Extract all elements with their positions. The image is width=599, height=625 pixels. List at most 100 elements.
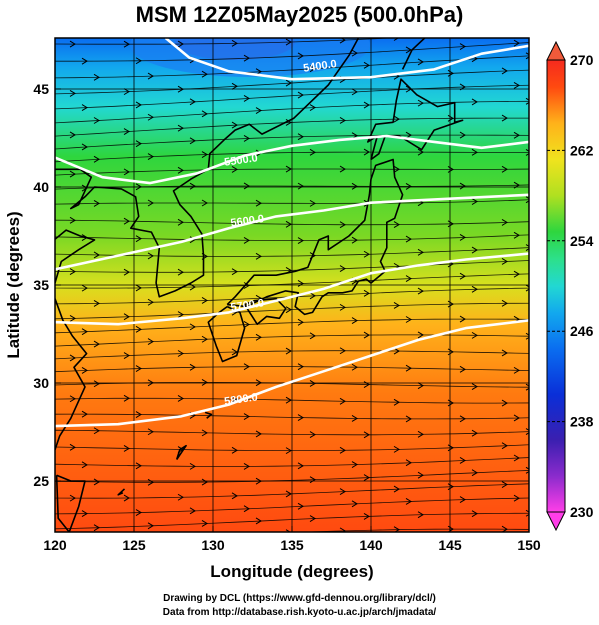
wind-arrowhead — [69, 40, 76, 48]
x-tick-label: 125 — [122, 537, 146, 553]
wind-arrowhead — [201, 520, 208, 527]
wind-arrowhead — [81, 510, 88, 518]
x-tick-label: 120 — [43, 537, 67, 553]
x-axis-ticks: 120 125 130 135 140 145 150 — [43, 526, 541, 553]
wind-arrowhead — [459, 233, 466, 241]
wind-arrowhead — [178, 534, 183, 540]
wind-arrowhead — [147, 522, 154, 530]
wind-arrowhead — [69, 395, 76, 403]
wind-arrowhead — [231, 219, 238, 227]
wind-arrowhead — [417, 58, 424, 66]
wind-arrowhead — [309, 292, 316, 300]
wind-arrowhead — [525, 284, 529, 292]
streamline — [55, 38, 397, 45]
wind-arrowhead — [363, 512, 370, 520]
wind-arrowhead — [243, 236, 250, 244]
wind-arrowhead — [201, 429, 208, 437]
wind-arrowhead — [363, 431, 370, 439]
height-contour-label: 5800.0 — [224, 391, 259, 408]
wind-arrowhead — [513, 231, 520, 239]
wind-arrowhead — [513, 270, 520, 278]
coastline-segment — [55, 38, 360, 298]
y-tick-label: 35 — [33, 277, 49, 293]
wind-arrowhead — [177, 311, 184, 319]
wind-arrowhead — [177, 166, 184, 174]
wind-arrowhead — [363, 331, 370, 339]
wind-arrowhead — [285, 490, 292, 498]
wind-arrowhead — [351, 461, 358, 468]
wind-arrowhead — [285, 165, 292, 173]
x-tick-label: 145 — [438, 537, 462, 553]
wind-arrowhead — [459, 365, 466, 373]
wind-arrowhead — [459, 496, 466, 504]
wind-arrowhead — [285, 447, 292, 455]
wind-arrowhead — [417, 148, 424, 156]
wind-arrowhead — [417, 511, 424, 519]
streamline — [55, 444, 529, 451]
wind-arrowhead — [339, 221, 346, 229]
streamline — [55, 199, 529, 205]
wind-arrowhead — [417, 430, 424, 438]
wind-arrowhead — [309, 65, 316, 73]
wind-arrowhead — [339, 265, 346, 273]
wind-arrowhead — [147, 72, 154, 80]
wind-arrowhead — [189, 363, 196, 371]
wind-arrowhead — [243, 135, 250, 142]
wind-arrowhead — [93, 380, 100, 388]
wind-arrowhead — [285, 529, 291, 532]
wind-arrowhead — [81, 57, 88, 65]
streamline — [55, 234, 529, 241]
wind-arrowhead — [201, 335, 208, 343]
wind-arrowhead — [147, 478, 154, 486]
wind-arrowhead — [459, 457, 466, 464]
height-contour-label: 5700.0 — [230, 297, 265, 314]
wind-arrowhead — [471, 198, 478, 205]
x-tick-label: 150 — [517, 537, 541, 553]
wind-arrowhead — [417, 331, 424, 339]
wind-arrowhead — [243, 462, 250, 470]
wind-arrowhead — [69, 131, 76, 139]
wind-streamlines — [55, 38, 529, 540]
wind-arrowhead — [525, 509, 529, 517]
wind-arrowhead — [339, 165, 346, 173]
streamline — [55, 334, 529, 347]
wind-arrowhead — [339, 527, 346, 532]
y-tick-label: 45 — [33, 81, 49, 97]
wind-arrowhead — [93, 155, 100, 163]
streamline — [55, 55, 529, 79]
wind-arrowhead — [525, 196, 529, 204]
streamline — [55, 287, 529, 305]
wind-arrowhead — [405, 46, 412, 54]
wind-arrowhead — [285, 306, 292, 314]
wind-arrowhead — [81, 143, 88, 151]
wind-arrowhead — [351, 49, 358, 57]
wind-arrowhead — [525, 383, 529, 391]
wind-arrowhead — [147, 428, 154, 436]
wind-arrowhead — [123, 394, 130, 402]
streamline — [55, 413, 529, 420]
wind-arrowhead — [393, 115, 400, 123]
wind-arrowhead — [459, 272, 466, 280]
wind-arrowhead — [309, 148, 316, 156]
wind-arrowhead — [69, 268, 76, 276]
wind-arrowhead — [147, 199, 154, 207]
wind-arrowhead — [231, 395, 238, 403]
streamline — [55, 273, 529, 289]
wind-arrowhead — [189, 182, 196, 190]
height-contour-label: 5600.0 — [230, 213, 265, 230]
wind-arrowhead — [393, 165, 400, 173]
wind-arrowhead — [123, 494, 130, 502]
wind-arrowhead — [393, 347, 400, 355]
wind-arrowhead — [297, 414, 304, 422]
wind-arrowhead — [459, 43, 466, 50]
wind-arrowhead — [351, 88, 358, 96]
streamline — [55, 470, 529, 483]
wind-arrowhead — [339, 347, 346, 355]
wind-arrowhead — [363, 474, 370, 482]
wind-arrowhead — [255, 107, 262, 114]
colorbar-label: 254 — [570, 233, 594, 249]
streamline — [55, 512, 529, 530]
wind-arrowhead — [123, 88, 130, 96]
x-tick-label: 140 — [359, 537, 383, 553]
colorbar-max-arrow — [546, 40, 566, 61]
